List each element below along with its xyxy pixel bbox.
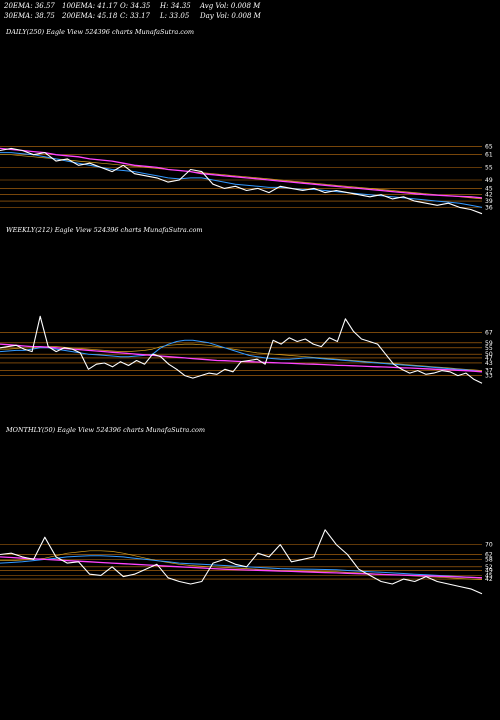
- y-tick-label: 42: [485, 576, 493, 583]
- daily-chart-title: DAILY(250) Eagle View 524396 charts Muna…: [6, 28, 195, 36]
- ema30-label: 30EMA: 38.75: [4, 12, 55, 20]
- y-tick-label: 43: [485, 360, 493, 367]
- price-series-line: [0, 315, 483, 384]
- day-vol-label: Day Vol: 0.008 M: [200, 12, 261, 20]
- ema-blue-series-line: [0, 152, 483, 208]
- high-label: H: 34.35: [160, 2, 191, 10]
- y-tick-label: 55: [485, 164, 493, 171]
- weekly-chart-title: WEEKLY(212) Eagle View 524396 charts Mun…: [6, 226, 203, 234]
- avg-vol-label: Avg Vol: 0.008 M: [200, 2, 261, 10]
- ema-pink-series-line: [0, 147, 483, 199]
- y-tick-label: 65: [485, 143, 493, 150]
- y-tick-label: 61: [485, 152, 493, 159]
- y-tick-label: 52: [485, 564, 493, 571]
- y-tick-label: 59: [485, 340, 493, 347]
- y-tick-label: 45: [485, 572, 493, 579]
- ema100-label: 100EMA: 41.17: [62, 2, 118, 10]
- y-tick-label: 33: [485, 373, 493, 380]
- y-tick-label: 49: [485, 177, 493, 184]
- low-label: L: 33.05: [160, 12, 190, 20]
- ema-gold-series-line: [0, 154, 483, 200]
- ema200-label: 200EMA: 45.18: [62, 12, 118, 20]
- y-tick-label: 37: [485, 368, 493, 375]
- y-tick-label: 55: [485, 345, 493, 352]
- y-tick-label: 50: [485, 351, 493, 358]
- y-tick-label: 39: [485, 198, 493, 205]
- y-tick-label: 58: [485, 556, 493, 563]
- y-tick-label: 62: [485, 551, 493, 558]
- ema-blue-series-line: [0, 339, 483, 373]
- ema-blue-series-line: [0, 555, 483, 579]
- open-label: O: 34.35: [120, 2, 151, 10]
- y-tick-label: 45: [485, 185, 493, 192]
- price-series-line: [0, 529, 483, 595]
- header: 20EMA: 36.57 100EMA: 41.17 O: 34.35 H: 3…: [0, 0, 500, 24]
- y-tick-label: 36: [485, 204, 493, 211]
- y-tick-label: 42: [485, 192, 493, 199]
- y-tick-label: 67: [485, 330, 493, 337]
- monthly-chart-title: MONTHLY(50) Eagle View 524396 charts Mun…: [6, 426, 206, 434]
- ema20-label: 20EMA: 36.57: [4, 2, 55, 10]
- close-label: C: 33.17: [120, 12, 150, 20]
- y-tick-label: 47: [485, 355, 493, 362]
- ema-gold-series-line: [0, 343, 483, 371]
- y-tick-label: 70: [485, 542, 493, 549]
- y-tick-label: 49: [485, 567, 493, 574]
- price-series-line: [0, 147, 483, 215]
- ema-pink-series-line: [0, 556, 483, 579]
